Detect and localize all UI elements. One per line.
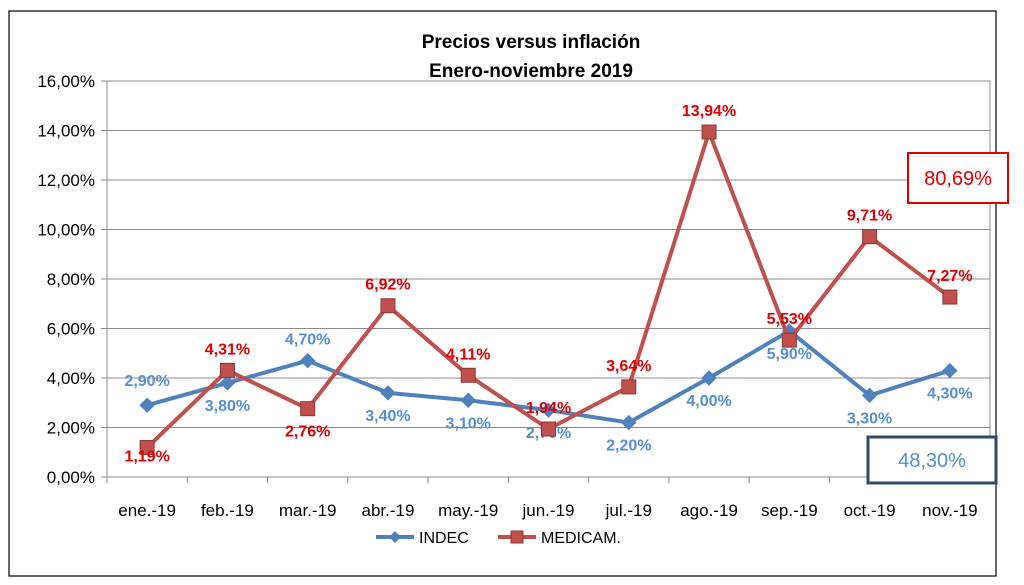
marker-indec-1 xyxy=(219,375,236,391)
x-tick-label-4: may.-19 xyxy=(438,501,498,520)
marker-indec-0 xyxy=(139,397,155,413)
x-tick-label-7: ago.-19 xyxy=(680,501,738,520)
x-tick-label-0: ene.-19 xyxy=(118,501,176,520)
legend-label-medicam: MEDICAM. xyxy=(541,530,621,547)
y-tick-label-5: 10,00% xyxy=(37,221,95,240)
marker-indec-3 xyxy=(380,385,396,401)
data-label-indec-3: 3,40% xyxy=(365,408,410,425)
y-tick-label-1: 2,00% xyxy=(47,419,95,438)
marker-medicam-8 xyxy=(781,332,797,348)
marker-indec-7 xyxy=(701,370,717,386)
marker-indec-6 xyxy=(621,414,637,431)
y-tick-label-0: 0,00% xyxy=(47,468,95,487)
data-label-indec-2: 4,70% xyxy=(285,332,330,349)
legend-label-indec: INDEC xyxy=(419,530,469,547)
marker-indec-10 xyxy=(942,362,958,379)
legend-marker-indec xyxy=(389,531,401,543)
data-label-medicam-10: 7,27% xyxy=(927,268,972,285)
data-label-indec-9: 3,30% xyxy=(847,410,892,427)
data-label-medicam-6: 3,64% xyxy=(606,358,651,375)
marker-medicam-5 xyxy=(541,421,556,437)
marker-medicam-4 xyxy=(460,367,476,383)
data-label-medicam-1: 4,31% xyxy=(205,341,250,358)
marker-indec-4 xyxy=(460,392,476,408)
marker-indec-5 xyxy=(540,402,557,418)
data-label-medicam-0: 1,19% xyxy=(124,449,169,466)
data-label-medicam-8: 5,53% xyxy=(767,311,812,328)
marker-medicam-0 xyxy=(139,440,155,456)
marker-medicam-7 xyxy=(701,124,717,140)
x-tick-label-6: jul.-19 xyxy=(605,501,652,520)
y-tick-label-3: 6,00% xyxy=(47,320,95,339)
marker-medicam-6 xyxy=(621,379,637,395)
data-label-indec-6: 2,20% xyxy=(606,438,651,455)
data-label-indec-1: 3,80% xyxy=(205,398,250,415)
marker-indec-2 xyxy=(299,352,316,369)
x-tick-label-8: sep.-19 xyxy=(761,501,818,520)
x-tick-label-5: jun.-19 xyxy=(522,501,575,520)
y-tick-label-7: 14,00% xyxy=(37,122,95,141)
legend-marker-medicam xyxy=(510,530,524,544)
marker-medicam-10 xyxy=(942,289,958,305)
data-label-medicam-2: 2,76% xyxy=(285,424,330,441)
x-tick-label-10: nov.-19 xyxy=(922,501,977,520)
total-value-indec: 48,30% xyxy=(898,450,966,472)
marker-medicam-3 xyxy=(380,298,396,314)
chart-title-line-1: Precios versus inflación xyxy=(422,32,641,53)
data-label-indec-7: 4,00% xyxy=(686,393,731,410)
y-tick-label-2: 4,00% xyxy=(47,369,95,388)
data-label-medicam-7: 13,94% xyxy=(682,103,736,120)
data-label-medicam-9: 9,71% xyxy=(847,208,892,225)
y-tick-label-8: 16,00% xyxy=(37,72,95,91)
data-label-indec-0: 2,90% xyxy=(124,373,169,390)
chart-title-line-2: Enero-noviembre 2019 xyxy=(429,61,633,82)
marker-medicam-9 xyxy=(862,229,878,245)
marker-indec-9 xyxy=(861,387,878,404)
plot-area: 0,00% 2,00% 4,00% 6,00% 8,00% 10,00% 12,00% 14,… xyxy=(37,72,1009,547)
data-label-indec-4: 3,10% xyxy=(446,415,491,432)
total-box-indec xyxy=(866,435,998,485)
data-label-indec-10: 4,30% xyxy=(927,386,972,403)
total-box-medicam xyxy=(907,152,1009,204)
y-tick-label-4: 8,00% xyxy=(47,270,95,289)
data-label-medicam-3: 6,92% xyxy=(365,277,410,294)
data-label-medicam-5: 1,94% xyxy=(526,400,571,417)
marker-medicam-2 xyxy=(300,401,316,417)
y-tick-label-6: 12,00% xyxy=(37,171,95,190)
x-tick-label-9: oct.-19 xyxy=(844,501,896,520)
x-tick-label-1: feb.-19 xyxy=(201,501,254,520)
data-label-medicam-4: 4,11% xyxy=(446,346,490,363)
x-tick-label-3: abr.-19 xyxy=(361,501,414,520)
total-value-medicam: 80,69% xyxy=(924,168,992,190)
x-tick-label-2: mar.-19 xyxy=(279,501,337,520)
data-label-indec-8: 5,90% xyxy=(767,346,812,363)
marker-medicam-1 xyxy=(219,362,235,378)
